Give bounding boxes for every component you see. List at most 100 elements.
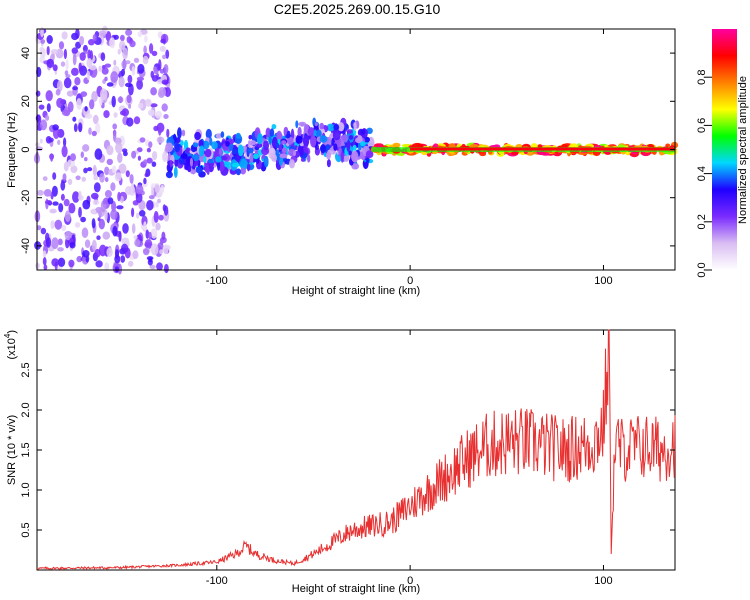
spectrogram-cell [75,28,80,39]
spectrogram-cell [157,198,161,204]
spectrogram-cell [209,137,213,146]
spectrogram-cell [150,70,155,79]
spectrogram-y-tick-label: 40 [20,47,32,59]
spectrogram-cell [159,249,164,255]
spectrogram-cell [360,141,366,147]
spectrogram-cell [64,70,69,76]
spectrogram-cell [331,137,335,146]
colorbar-tick-label: 0.4 [696,166,708,181]
spectrogram-cell [194,131,202,141]
spectrogram-cell [46,58,55,68]
snr-x-tick-label: -100 [206,575,228,587]
spectrogram-cell [300,157,306,162]
spectrogram-cell [268,134,272,145]
spectrogram-cell [326,151,331,160]
spectrogram-cell [45,200,52,205]
spectrogram-cell [353,121,357,131]
spectrogram-cell [162,244,169,255]
spectrogram-cell [70,165,78,174]
colorbar-tick-label: 0.2 [696,214,708,229]
spectrogram-cell [134,238,141,247]
spectrogram-cell [48,137,54,143]
spectrogram-cell [292,150,297,157]
spectrogram-cell [98,65,102,72]
spectrogram-cell [104,209,108,221]
spectrogram-cell [63,77,72,89]
spectrogram-cell [137,63,145,74]
snr-y-label: SNR (10 * v/v) [6,415,18,485]
spectrogram-cell [190,169,197,175]
spectrogram-cell [131,150,137,159]
spectrogram-cell [95,206,103,214]
spectrogram-cell [58,41,65,50]
spectrogram-cell [218,147,223,157]
spectrogram-cell [365,150,374,159]
colorbar-tick-label: 0.0 [696,262,708,277]
spectrogram-cell [122,223,129,234]
spectrogram-cell [95,122,101,134]
spectrogram-cell [300,122,304,127]
spectrogram-cell [56,80,63,92]
spectrogram-cell [63,137,67,147]
spectrogram-cell [79,35,85,46]
spectrogram-cell [74,222,81,228]
spectrogram-cell [76,255,83,263]
spectrogram-cell [159,45,166,52]
spectrogram-cell [112,123,117,130]
spectrogram-cell [235,168,241,176]
spectrogram-cell [159,68,165,74]
spectrogram-cell [111,200,117,213]
spectrogram-cell [129,174,134,184]
spectrogram-cell [155,201,159,208]
colorbar-gradient [712,29,737,270]
spectrogram-cell [240,158,248,171]
spectrogram-cell [150,228,158,239]
spectrogram-cell [332,129,341,141]
spectrogram-cell [117,152,123,164]
spectrogram-cell [133,235,138,240]
spectrogram-cell [169,159,173,168]
spectrogram-cell [76,98,82,110]
spectrogram-cell [114,254,121,264]
spectrogram-cell [125,170,130,178]
spectrogram-cell [158,214,164,221]
spectrogram-cell [67,101,74,113]
spectrogram-cell [158,59,162,71]
spectrogram-cell [104,262,110,271]
spectrogram-cell [148,257,153,263]
spectrogram-cell [151,186,154,198]
spectrogram-cell [114,172,122,182]
spectrogram-cell [198,139,204,148]
spectrogram-cell [353,144,357,151]
spectrogram-cell [255,143,263,149]
spectrogram-cell [235,132,241,139]
spectrogram-cell [63,48,67,60]
spectrogram-cell [161,79,169,85]
spectrogram-cell [66,90,74,97]
spectrogram-cell [281,147,288,154]
spectrogram-cell [60,181,66,191]
spectrogram-x-tick-label: -100 [206,275,228,287]
spectrogram-cell [92,164,97,177]
spectrogram-cell [126,117,134,127]
spectrogram-cell [256,133,263,145]
spectrogram-cell [337,122,345,132]
spectrogram-cell [143,221,147,232]
spectrogram-x-label: Height of straight line (km) [292,285,420,297]
spectrogram-cell [118,76,125,88]
spectrogram-y-tick-label: -40 [20,238,32,254]
spectrogram-cell [131,181,134,193]
spectrogram-cell [62,173,67,182]
spectrogram-cell [295,120,299,129]
spectrogram-cell [351,150,359,163]
spectrogram-cell [252,153,260,160]
spectrogram-cell [148,109,155,117]
spectrogram-cell [153,211,159,223]
colorbar: 0.0 0.2 0.4 0.6 0.8 Normalized spectral ampl… [696,29,749,278]
spectrogram-cell [40,26,44,38]
spectrogram-cell [104,177,109,183]
spectrogram-cell [246,163,251,172]
spectrogram-cell [117,48,121,55]
spectrogram-cell [138,210,146,217]
spectrogram-cell [269,128,275,137]
